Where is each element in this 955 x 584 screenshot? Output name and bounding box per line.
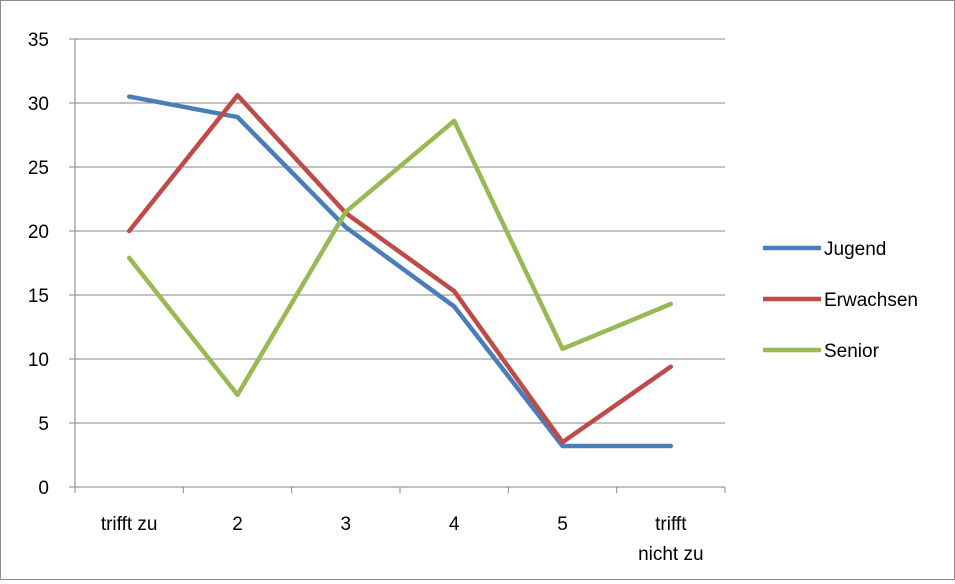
series-line-jugend <box>129 97 671 446</box>
x-tick-label: trifft zu <box>101 514 158 535</box>
y-tick-label: 35 <box>28 30 49 51</box>
x-tick-label: 4 <box>449 514 460 535</box>
legend-label-erwachsen: Erwachsen <box>824 290 918 311</box>
y-tick-label: 15 <box>28 286 49 307</box>
y-tick-label: 20 <box>28 222 49 243</box>
y-tick-label: 10 <box>28 350 49 371</box>
x-tick-label: 5 <box>557 514 568 535</box>
legend-label-jugend: Jugend <box>824 239 886 260</box>
y-tick-label: 25 <box>28 158 49 179</box>
gridlines <box>75 39 725 423</box>
y-tick-label: 5 <box>38 414 49 435</box>
series-lines <box>129 95 671 446</box>
legend: Jugend Erwachsen Senior <box>763 239 918 362</box>
series-line-senior <box>129 121 671 395</box>
y-tick-label: 0 <box>38 478 49 499</box>
y-tick-label: 30 <box>28 94 49 115</box>
x-tick-label: 2 <box>232 514 243 535</box>
x-tick-label: 3 <box>341 514 352 535</box>
legend-label-senior: Senior <box>824 341 880 362</box>
y-tick-labels: 0 5 10 15 20 25 30 35 <box>28 30 49 499</box>
